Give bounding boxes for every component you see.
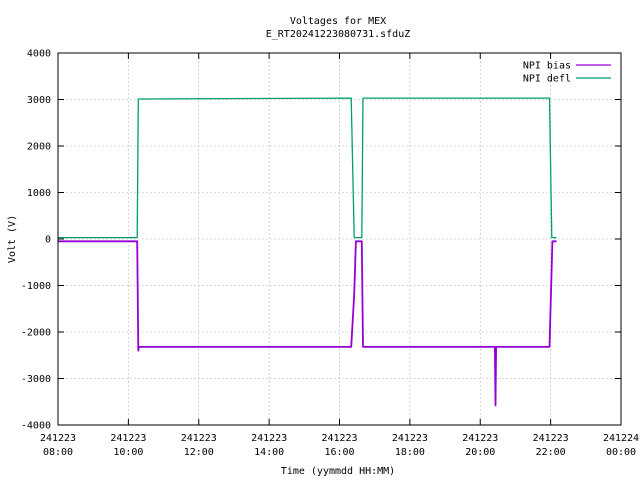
x-tick-label-date: 241224 [603, 433, 639, 444]
x-axis-label: Time (yymmdd HH:MM) [281, 466, 395, 477]
x-tick-label-time: 12:00 [184, 447, 214, 458]
y-tick-label: -2000 [21, 328, 51, 339]
x-tick-label-date: 241223 [321, 433, 357, 444]
x-tick-label-date: 241223 [392, 433, 428, 444]
y-tick-label: 1000 [27, 188, 51, 199]
chart-title: Voltages for MEX [290, 16, 386, 27]
y-tick-label: 2000 [27, 142, 51, 153]
y-tick-label: -1000 [21, 281, 51, 292]
series-lines [58, 97, 557, 407]
legend-label: NPI bias [523, 61, 571, 72]
series-line-npi-bias [58, 240, 557, 407]
legend: NPI bias NPI defl [523, 61, 611, 85]
x-tick-label-date: 241223 [462, 433, 498, 444]
x-tick-label-time: 10:00 [113, 447, 143, 458]
y-tick-label: -3000 [21, 374, 51, 385]
chart-subtitle: E_RT20241223080731.sfduZ [266, 29, 411, 40]
x-tick-label-date: 241223 [110, 433, 146, 444]
x-tick-label-time: 20:00 [465, 447, 495, 458]
x-tick-label-date: 241223 [533, 433, 569, 444]
series-line-npi-defl [58, 97, 557, 239]
legend-label: NPI defl [523, 74, 571, 85]
grid-lines [58, 53, 621, 425]
x-tick-label-date: 241223 [181, 433, 217, 444]
y-tick-label: 4000 [27, 49, 51, 60]
x-tick-label-time: 16:00 [324, 447, 354, 458]
x-tick-label-time: 08:00 [43, 447, 73, 458]
y-tick-label: 0 [45, 235, 51, 246]
x-tick-label-time: 00:00 [606, 447, 636, 458]
x-tick-label-time: 18:00 [395, 447, 425, 458]
x-tick-label-time: 22:00 [536, 447, 566, 458]
x-tick-label-date: 241223 [251, 433, 287, 444]
x-tick-label-date: 241223 [40, 433, 76, 444]
axis-ticks: -4000 -3000 -2000 -1000 0 1000 2000 3000 4000 241… [21, 49, 639, 459]
y-axis-label: Volt (V) [7, 215, 18, 263]
y-tick-label: -4000 [21, 421, 51, 432]
x-tick-label-time: 14:00 [254, 447, 284, 458]
y-tick-label: 3000 [27, 95, 51, 106]
